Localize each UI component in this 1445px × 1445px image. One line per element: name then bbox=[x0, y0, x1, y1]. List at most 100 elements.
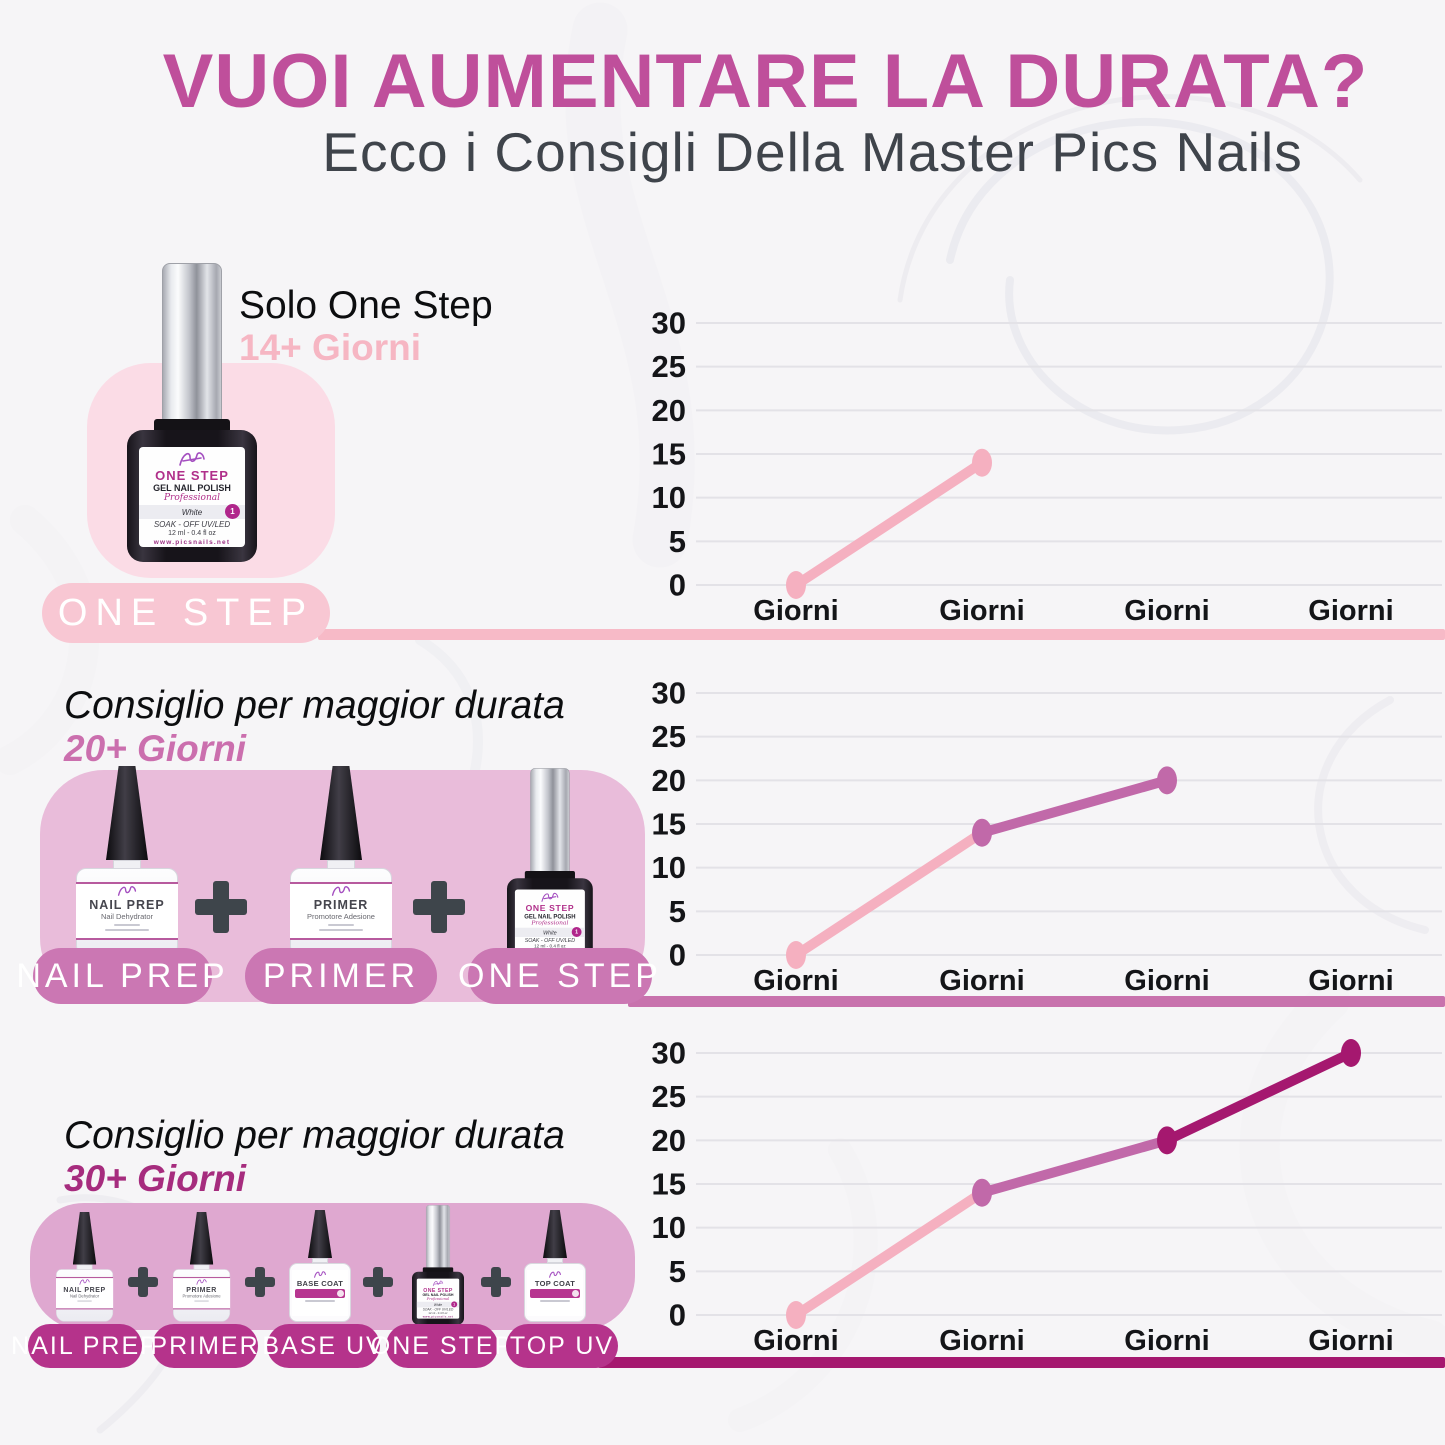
product-type: Nail Dehydrator bbox=[100, 912, 154, 921]
product-script: Professional bbox=[426, 1297, 450, 1301]
shade-number-badge: 1 bbox=[571, 927, 582, 937]
y-tick-label: 0 bbox=[669, 938, 686, 973]
x-tick-label: Giorni bbox=[939, 965, 1024, 997]
y-tick-label: 15 bbox=[652, 807, 686, 842]
pill-nail-prep: NAIL PREP bbox=[11, 1324, 157, 1368]
fine-print-line bbox=[540, 1300, 570, 1302]
product-bottle-base-coat: BASE COAT bbox=[289, 1210, 351, 1322]
bottle-chrome-cap bbox=[426, 1205, 450, 1269]
fine-print-line bbox=[194, 1300, 209, 1302]
product-name: NAIL PREP bbox=[63, 1285, 106, 1294]
fine-print-line bbox=[305, 1300, 335, 1302]
data-point bbox=[972, 1178, 992, 1207]
chart-segment bbox=[977, 775, 1172, 838]
pill-nail-prep: NAIL PREP bbox=[16, 948, 225, 1004]
plus-icon bbox=[363, 1267, 393, 1297]
section2-divider-line bbox=[628, 996, 1445, 1007]
bottle-label: ONE STEP GEL NAIL POLISH Professional Wh… bbox=[514, 889, 585, 956]
duration-chart-30-giorni: 0 5 10 15 20 25 30 Giorni Giorni Giorni Giorni bbox=[652, 1036, 1442, 1357]
section3-duration: 30+ Giorni bbox=[64, 1158, 246, 1199]
x-tick-label: Giorni bbox=[753, 1325, 838, 1357]
plus-icon bbox=[245, 1267, 275, 1297]
section2-heading: Consiglio per maggior durata bbox=[64, 684, 565, 727]
x-tick-label: Giorni bbox=[1308, 1325, 1393, 1357]
chart-segment bbox=[791, 827, 987, 960]
size-text: 12 ml - 0.4 fl oz bbox=[168, 530, 216, 537]
y-tick-label: 25 bbox=[652, 1079, 686, 1114]
shade-number-badge bbox=[572, 1290, 579, 1297]
product-bottle-one-step: ONE STEP GEL NAIL POLISH Professional Wh… bbox=[412, 1205, 464, 1325]
shade-number-badge: 1 bbox=[225, 504, 240, 519]
bottle-neck-ring bbox=[524, 870, 575, 881]
y-tick-label: 10 bbox=[652, 850, 686, 885]
product-name: ONE STEP bbox=[423, 1287, 453, 1293]
y-tick-label: 10 bbox=[652, 1210, 686, 1245]
pill-base-uv: BASE UV bbox=[262, 1324, 383, 1368]
data-point bbox=[1157, 766, 1177, 795]
data-point bbox=[786, 941, 806, 969]
product-type: GEL NAIL POLISH bbox=[524, 913, 576, 920]
product-name: ONE STEP bbox=[525, 903, 575, 914]
pics-nails-logo-icon bbox=[79, 1279, 90, 1285]
size-text: 12 ml - 0.4 fl oz bbox=[534, 944, 566, 949]
bottle-chrome-cap bbox=[530, 768, 570, 873]
website-text: www.picsnails.net bbox=[153, 539, 231, 546]
y-tick-label: 5 bbox=[669, 524, 686, 559]
bottle-black-cap bbox=[106, 766, 148, 860]
page-title: VUOI AUMENTARE LA DURATA? bbox=[162, 39, 1369, 124]
soak-off-text: SOAK - OFF UV/LED bbox=[153, 520, 231, 529]
section1-heading: Solo One Step bbox=[239, 284, 493, 327]
pill-one-step: ONE STEP bbox=[458, 948, 658, 1004]
pics-nails-logo-icon bbox=[314, 1271, 326, 1278]
bottle-chrome-cap bbox=[162, 263, 222, 421]
plus-icon bbox=[128, 1267, 158, 1297]
shade-band: White 1 bbox=[514, 927, 585, 937]
duration-chart-solo-one-step: 0 5 10 15 20 25 30 Giorni Giorni Giorni Giorni bbox=[652, 306, 1442, 627]
pics-nails-logo-icon bbox=[331, 886, 351, 896]
chart-segment bbox=[977, 1135, 1172, 1198]
fine-print-line bbox=[77, 1300, 92, 1302]
fine-print-line bbox=[105, 929, 149, 931]
x-tick-label: Giorni bbox=[939, 595, 1024, 627]
pill-one-step: ONE STEP bbox=[371, 1324, 511, 1368]
y-tick-label: 20 bbox=[652, 393, 686, 428]
x-tick-label: Giorni bbox=[1124, 1325, 1209, 1357]
pill-one-step: ONE STEP bbox=[42, 583, 330, 643]
pics-nails-logo-icon bbox=[196, 1279, 207, 1285]
bottle-black-cap bbox=[543, 1210, 567, 1258]
product-script: Professional bbox=[163, 493, 220, 503]
bottle-label: ONE STEP GEL NAIL POLISH Professional Wh… bbox=[139, 447, 245, 547]
duration-chart-20-giorni: 0 5 10 15 20 25 30 Giorni Giorni Giorni Giorni bbox=[652, 676, 1442, 997]
bottle-black-cap bbox=[308, 1210, 332, 1258]
y-tick-label: 0 bbox=[669, 568, 686, 603]
bottle-label: PRIMER Promotore Adesione bbox=[290, 882, 392, 940]
bottle-neck-ring bbox=[154, 419, 230, 433]
x-tick-label: Giorni bbox=[753, 965, 838, 997]
product-bottle-nail-prep: NAIL PREP Nail Dehydrator bbox=[76, 766, 178, 962]
pill-primer: PRIMER bbox=[150, 1324, 258, 1368]
chart-segment bbox=[791, 1187, 987, 1320]
bottle-label: NAIL PREP Nail Dehydrator bbox=[56, 1276, 114, 1310]
product-name: PRIMER bbox=[186, 1285, 217, 1294]
x-tick-label: Giorni bbox=[753, 595, 838, 627]
product-type: Promotore Adesione bbox=[182, 1293, 221, 1299]
x-tick-label: Giorni bbox=[939, 1325, 1024, 1357]
pill-top-uv: TOP UV bbox=[506, 1324, 618, 1368]
y-tick-label: 20 bbox=[652, 763, 686, 798]
product-type: GEL NAIL POLISH bbox=[422, 1293, 454, 1297]
pics-nails-logo-icon bbox=[549, 1271, 561, 1278]
bottle-label: BASE COAT bbox=[292, 1270, 348, 1316]
soak-off-text: SOAK - OFF UV/LED bbox=[422, 1307, 454, 1312]
product-script: Professional bbox=[531, 919, 569, 927]
product-bottle-one-step: ONE STEP GEL NAIL POLISH Professional Wh… bbox=[127, 263, 257, 563]
bottle-neck bbox=[312, 1258, 328, 1263]
data-point bbox=[972, 818, 992, 847]
product-name: PRIMER bbox=[313, 898, 369, 912]
product-bottle-primer: PRIMER Promotore Adesione bbox=[290, 766, 392, 962]
product-name: ONE STEP bbox=[155, 468, 229, 483]
y-tick-label: 30 bbox=[652, 676, 686, 711]
page-subtitle: Ecco i Consigli Della Master Pics Nails bbox=[322, 121, 1303, 183]
x-tick-label: Giorni bbox=[1124, 595, 1209, 627]
bottle-black-cap bbox=[320, 766, 362, 860]
y-tick-label: 30 bbox=[652, 1036, 686, 1071]
